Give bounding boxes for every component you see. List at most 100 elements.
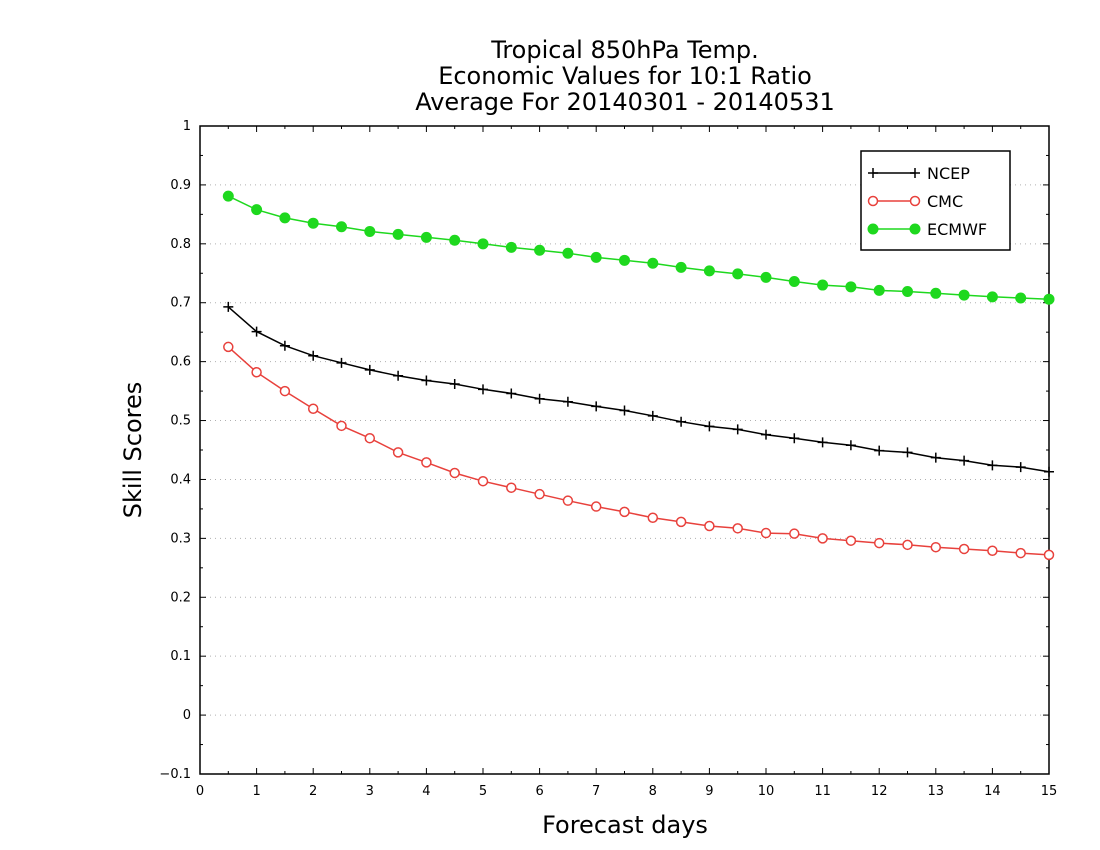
x-tick-label: 7 [592,784,600,799]
data-point-ncep [279,340,290,351]
data-point-ncep [1015,462,1026,473]
chart-title: Tropical 850hPa Temp. Economic Values fo… [415,36,835,116]
chart-title-line-1: Tropical 850hPa Temp. [490,36,759,64]
data-point-cmc [506,482,517,493]
data-point-cmc [1015,547,1026,559]
legend-entry-ncep: NCEP [868,164,970,183]
data-point-cmc [336,420,347,432]
data-point-cmc [647,512,659,523]
y-tick-label: 0 [183,708,191,723]
data-point-cmc [251,366,262,378]
data-point-ecmwf [505,241,517,253]
legend-marker [867,223,879,235]
data-point-cmc [902,539,913,551]
data-point-cmc [930,541,942,553]
data-point-cmc [392,447,404,458]
data-point-ecmwf [902,286,913,298]
y-tick-label: 0.8 [170,237,191,252]
data-point-ecmwf [562,247,574,259]
y-tick-label: 0.1 [170,649,191,664]
series-ncep [223,301,1054,477]
data-point-ecmwf [590,251,602,263]
data-point-cmc [958,543,970,555]
x-tick-label: 4 [422,784,430,799]
data-point-cmc [760,527,772,539]
data-point-ecmwf [986,291,998,303]
data-point-cmc [1043,549,1055,561]
y-tick-label: −0.1 [159,767,191,782]
plot-frame [199,125,1050,775]
data-point-ecmwf [703,265,715,277]
data-point-ncep [647,410,658,421]
data-point-ncep [251,326,262,337]
data-point-ncep [902,447,913,458]
data-point-ecmwf [534,244,546,256]
legend-marker [867,195,879,207]
data-point-ecmwf [279,212,291,224]
data-point-cmc [590,501,602,512]
data-point-ecmwf [307,217,319,229]
series-cmc [223,341,1055,561]
x-tick-label: 15 [1041,784,1058,799]
data-point-ncep [364,364,375,375]
data-point-ncep [959,455,970,466]
data-point-cmc [562,495,574,506]
data-point-ecmwf [845,281,857,293]
series-line-ncep [227,306,1050,473]
series-line-cmc [227,346,1050,556]
y-tick-label: 1 [183,119,191,134]
y-axis-label: Skill Scores [119,382,147,519]
data-point-ecmwf [873,284,885,296]
x-tick-label: 14 [984,784,1001,799]
data-point-ncep [845,440,856,451]
data-point-ecmwf [647,257,659,269]
y-tick-label: 0.2 [170,590,191,605]
legend-label: CMC [927,192,963,211]
data-point-cmc [534,488,545,500]
data-point-ncep [619,405,630,416]
data-point-cmc [987,545,998,556]
data-point-ncep [421,375,432,386]
chart-title-line-3: Average For 20140301 - 20140531 [415,88,835,116]
data-point-ncep [704,421,715,432]
data-point-ncep [817,437,828,448]
data-point-ecmwf [449,234,461,246]
data-point-ncep [562,396,573,407]
legend: NCEP CMC ECMWF [860,150,1011,251]
data-point-ecmwf [336,221,347,233]
x-tick-label: 10 [758,784,775,799]
series-group [222,190,1055,561]
y-tick-label: 0.7 [170,296,191,311]
data-point-ncep [308,350,319,361]
data-point-ncep [1044,466,1054,477]
data-point-ncep [676,416,687,427]
x-tick-label: 9 [705,784,713,799]
data-point-ecmwf [675,261,687,273]
data-point-ncep [789,433,800,444]
data-point-cmc [223,341,234,353]
x-tick-label: 1 [252,784,260,799]
data-point-ncep [591,401,602,412]
data-point-cmc [675,516,687,528]
data-point-cmc [732,523,743,534]
data-point-cmc [817,533,828,544]
data-point-ecmwf [619,254,630,266]
y-tick-label: 0.6 [170,355,191,370]
data-point-ecmwf [251,204,263,216]
x-axis-label: Forecast days [542,811,708,839]
legend-marker [909,195,921,207]
data-point-ncep [930,452,941,463]
x-tick-label: 11 [814,784,831,799]
x-tick-label: 2 [309,784,317,799]
data-point-ncep [534,393,545,404]
data-point-cmc [279,385,291,397]
legend-label: NCEP [927,164,970,183]
data-point-cmc [845,535,857,546]
x-tick-label: 6 [535,784,543,799]
data-point-ecmwf [392,228,404,240]
data-point-ncep [478,384,488,395]
data-point-ecmwf [1015,292,1027,304]
data-point-ncep [449,379,460,390]
data-point-ecmwf [930,287,942,299]
